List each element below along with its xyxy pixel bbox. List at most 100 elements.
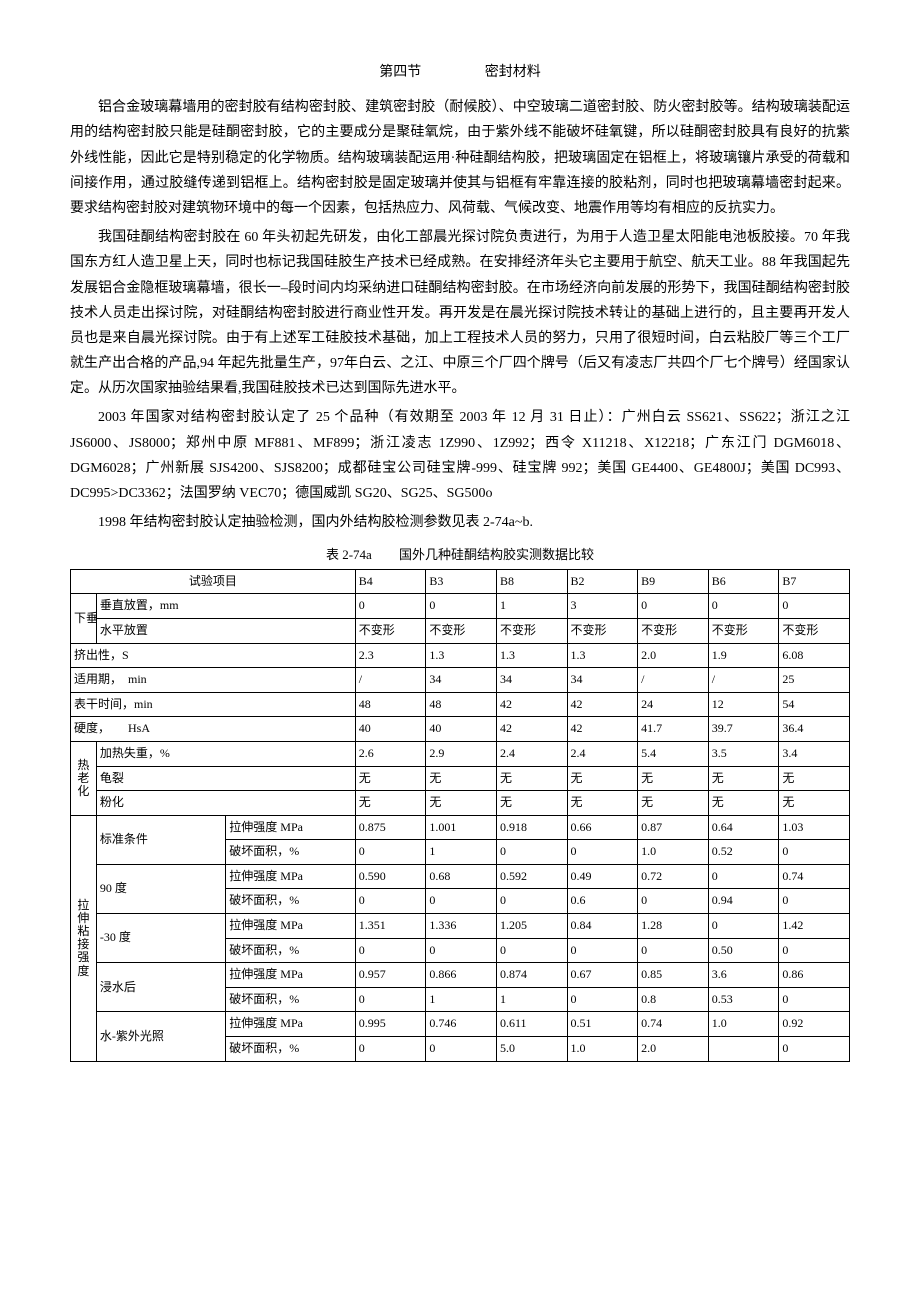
table-row: 拉伸粘接强度标准条件拉伸强度 MPa0.8751.0010.9180.660.8… — [71, 815, 850, 840]
table-cell: 0 — [708, 594, 779, 619]
table-cell: 0 — [567, 938, 638, 963]
table-cell: 0.590 — [355, 864, 426, 889]
table-cell: B7 — [779, 569, 850, 594]
table-cell: 无 — [779, 766, 850, 791]
table-cell: 0.918 — [496, 815, 567, 840]
table-cell: 无 — [426, 791, 497, 816]
table-cell: 1 — [496, 594, 567, 619]
table-cell: 0 — [355, 987, 426, 1012]
table-row: 适用期， min/343434//25 — [71, 668, 850, 693]
table-cell: 0.52 — [708, 840, 779, 865]
table-cell: 0 — [426, 938, 497, 963]
table-cell: 不变形 — [779, 618, 850, 643]
table-cell: 48 — [426, 692, 497, 717]
table-cell: 0 — [567, 840, 638, 865]
table-cell: B6 — [708, 569, 779, 594]
table-cell: 24 — [638, 692, 709, 717]
table-cell: 2.9 — [426, 741, 497, 766]
table-cell: 0 — [638, 938, 709, 963]
table-cell: 0 — [779, 987, 850, 1012]
table-cell: 标准条件 — [96, 815, 225, 864]
title-part2: 密封材料 — [485, 65, 541, 80]
table-cell: 0.866 — [426, 963, 497, 988]
table-cell: 1.0 — [708, 1012, 779, 1037]
table-cell: 0.53 — [708, 987, 779, 1012]
table-row: 表干时间，min48484242241254 — [71, 692, 850, 717]
header-label: 试验项目 — [71, 569, 356, 594]
table-cell: 1.0 — [567, 1037, 638, 1062]
data-table: 试验项目B4B3B8B2B9B6B7下垂度垂直放置，mm0013000水平放置不… — [70, 569, 850, 1062]
table-cell: 0 — [355, 840, 426, 865]
table-cell: 42 — [496, 692, 567, 717]
table-cell: 0.6 — [567, 889, 638, 914]
table-cell: 浸水后 — [96, 963, 225, 1012]
table-row: 90 度拉伸强度 MPa0.5900.680.5920.490.7200.74 — [71, 864, 850, 889]
paragraph: 我国硅酮结构密封胶在 60 年头初起先研发，由化工部晨光探讨院负责进行，为用于人… — [70, 225, 850, 401]
table-cell: 6.08 — [779, 643, 850, 668]
table-cell: 1.3 — [567, 643, 638, 668]
table-row: 水平放置不变形不变形不变形不变形不变形不变形不变形 — [71, 618, 850, 643]
table-cell: 0.84 — [567, 914, 638, 939]
table-cell: 破坏面积，% — [226, 1037, 355, 1062]
table-cell: 34 — [567, 668, 638, 693]
table-cell: 2.3 — [355, 643, 426, 668]
table-cell: 0.67 — [567, 963, 638, 988]
table-cell: 0 — [638, 889, 709, 914]
table-cell: 破坏面积，% — [226, 889, 355, 914]
table-cell: 拉伸强度 MPa — [226, 963, 355, 988]
table-cell: 0.874 — [496, 963, 567, 988]
paragraph: 铝合金玻璃幕墙用的密封胶有结构密封胶、建筑密封胶（耐候胶）、中空玻璃二道密封胶、… — [70, 95, 850, 221]
table-cell: 拉伸强度 MPa — [226, 815, 355, 840]
table-row: 龟裂无无无无无无无 — [71, 766, 850, 791]
table-cell: 0.74 — [638, 1012, 709, 1037]
table-cell: 0 — [496, 889, 567, 914]
table-cell: 2.0 — [638, 1037, 709, 1062]
table-cell: 1.336 — [426, 914, 497, 939]
table-cell: B4 — [355, 569, 426, 594]
table-cell: 12 — [708, 692, 779, 717]
table-row: 浸水后拉伸强度 MPa0.9570.8660.8740.670.853.60.8… — [71, 963, 850, 988]
table-cell: 0.50 — [708, 938, 779, 963]
table-cell: 0.92 — [779, 1012, 850, 1037]
table-cell: 无 — [779, 791, 850, 816]
table-cell: 1.351 — [355, 914, 426, 939]
table-cell: 不变形 — [496, 618, 567, 643]
table-cell: 无 — [567, 791, 638, 816]
table-row: -30 度拉伸强度 MPa1.3511.3361.2050.841.2801.4… — [71, 914, 850, 939]
table-cell: 无 — [426, 766, 497, 791]
table-cell: 0 — [355, 889, 426, 914]
table-row: 热老化加热失重，%2.62.92.42.45.43.53.4 — [71, 741, 850, 766]
table-cell: 0.72 — [638, 864, 709, 889]
table-cell: 粉化 — [96, 791, 355, 816]
table-cell: 0 — [779, 889, 850, 914]
table-cell: 34 — [496, 668, 567, 693]
table-cell: 破坏面积，% — [226, 987, 355, 1012]
table-cell: / — [355, 668, 426, 693]
table-cell: 36.4 — [779, 717, 850, 742]
table-cell: 0.592 — [496, 864, 567, 889]
table-cell: / — [638, 668, 709, 693]
table-cell: 拉伸强度 MPa — [226, 864, 355, 889]
table-cell: 0.49 — [567, 864, 638, 889]
table-cell: 无 — [638, 766, 709, 791]
table-row: 挤出性，S2.31.31.31.32.01.96.08 — [71, 643, 850, 668]
table-cell: 1 — [496, 987, 567, 1012]
table-cell: 39.7 — [708, 717, 779, 742]
table-cell: 0 — [708, 864, 779, 889]
table-cell: 垂直放置，mm — [96, 594, 355, 619]
table-cell: 3 — [567, 594, 638, 619]
table-cell: 0.66 — [567, 815, 638, 840]
table-cell: 2.6 — [355, 741, 426, 766]
table-cell: 0 — [355, 938, 426, 963]
table-cell: 破坏面积，% — [226, 840, 355, 865]
table-cell — [708, 1037, 779, 1062]
table-cell: 不变形 — [638, 618, 709, 643]
table-cell: B9 — [638, 569, 709, 594]
table-cell: 0.85 — [638, 963, 709, 988]
table-cell: 3.5 — [708, 741, 779, 766]
table-cell: 0.87 — [638, 815, 709, 840]
table-cell: 0.68 — [426, 864, 497, 889]
table-cell: 1.28 — [638, 914, 709, 939]
table-row: 水-紫外光照拉伸强度 MPa0.9950.7460.6110.510.741.0… — [71, 1012, 850, 1037]
table-cell: 下垂度 — [71, 594, 97, 643]
